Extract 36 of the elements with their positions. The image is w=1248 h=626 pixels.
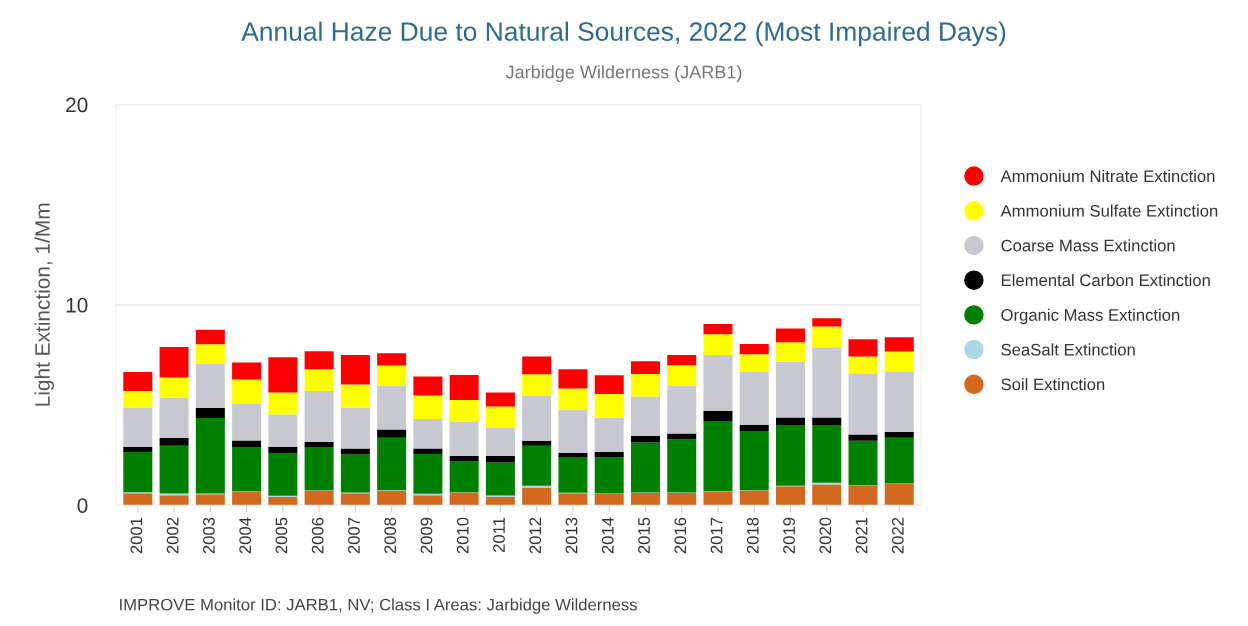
x-tick-label: 2012 bbox=[529, 517, 542, 554]
legend-label: Coarse Mass Extinction bbox=[1001, 239, 1175, 252]
x-tick-label: 2015 bbox=[638, 517, 650, 554]
x-tick-label: 2004 bbox=[239, 517, 252, 554]
x-tick-label: 2020 bbox=[819, 517, 832, 554]
x-tick-label: 2003 bbox=[203, 517, 215, 554]
legend-label: SeaSalt Extinction bbox=[1001, 343, 1135, 356]
legend-label: Ammonium Nitrate Extinction bbox=[1000, 169, 1215, 183]
x-tick-label: 2002 bbox=[166, 517, 179, 554]
x-tick-label: 2011 bbox=[493, 517, 505, 552]
x-tick-label: 2006 bbox=[311, 517, 324, 554]
x-tick-label: 2022 bbox=[891, 517, 904, 554]
x-tick-label: 2021 bbox=[855, 517, 868, 554]
legend-label: Ammonium Sulfate Extinction bbox=[1000, 204, 1218, 217]
x-tick-label: 2010 bbox=[456, 517, 469, 554]
x-tick-label: 2005 bbox=[275, 517, 288, 554]
text: IMPROVE Monitor ID: JARB1, NV; Class I Areas: Jarbidge Wilderness bbox=[120, 598, 637, 614]
x-tick-label: 2013 bbox=[565, 517, 578, 554]
x-tick-label: 2019 bbox=[783, 517, 795, 554]
x-tick-label: 2008 bbox=[384, 517, 397, 554]
y-axis-title: Light Extinction, 1/Mm bbox=[34, 203, 54, 406]
x-tick-label: 2014 bbox=[601, 517, 614, 554]
y-tick-label: 0 bbox=[77, 498, 88, 513]
legend-label: Organic Mass Extinction bbox=[1001, 308, 1180, 325]
chart-subtitle: Jarbidge Wilderness (JARB1) bbox=[505, 65, 742, 82]
chart-title: Annual Haze Due to Natural Sources, 2022 (Most Impaired Days) bbox=[241, 21, 1006, 47]
x-tick-label: 2009 bbox=[420, 517, 433, 554]
legend-label: Elemental Carbon Extinction bbox=[1001, 273, 1210, 287]
x-tick-label: 2016 bbox=[674, 517, 687, 554]
y-tick-label: 10 bbox=[66, 297, 88, 313]
x-tick-label: 2017 bbox=[710, 517, 723, 554]
x-tick-label: 2001 bbox=[130, 517, 143, 554]
x-tick-label: 2018 bbox=[746, 517, 759, 554]
legend-label: Soil Extinction bbox=[1001, 378, 1105, 391]
x-tick-label: 2007 bbox=[348, 517, 360, 554]
y-tick-label: 20 bbox=[66, 97, 88, 113]
